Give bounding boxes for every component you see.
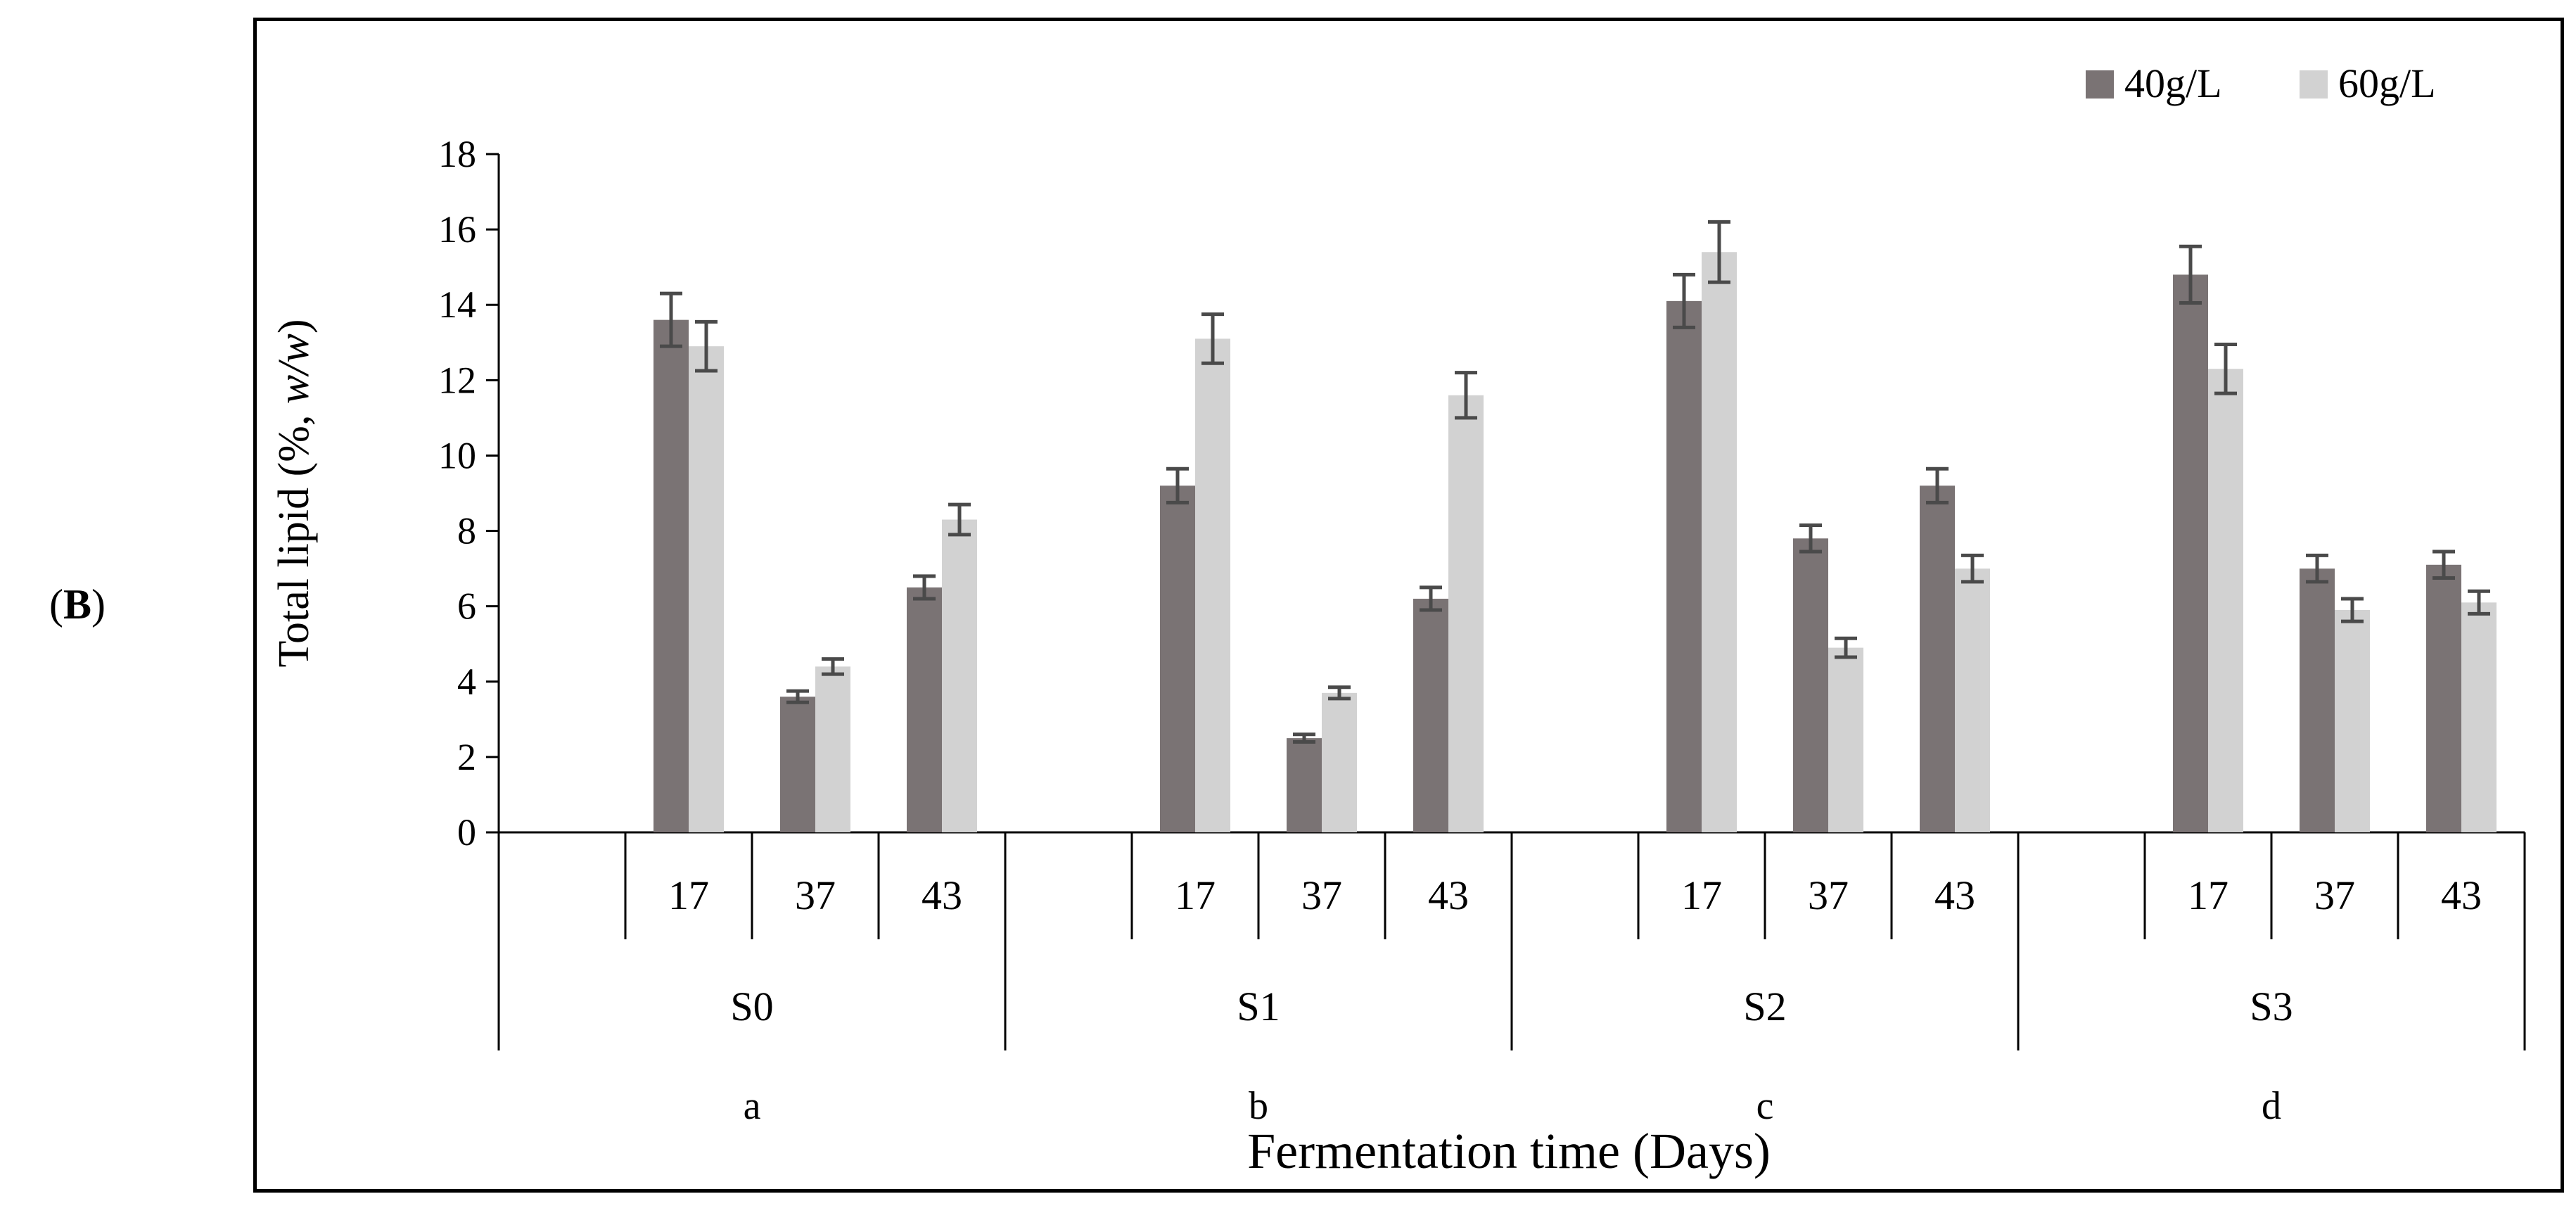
day-tick-label: 43 bbox=[922, 872, 962, 918]
panel-label: (B) bbox=[49, 581, 106, 628]
legend-label: 60g/L bbox=[2338, 61, 2436, 106]
bar-40gL bbox=[1666, 300, 1702, 832]
bar-40gL bbox=[2300, 569, 2335, 832]
bars-layer bbox=[653, 252, 2497, 833]
day-tick-label: 37 bbox=[795, 872, 836, 918]
group-label: S0 bbox=[730, 984, 773, 1029]
error-bars-layer bbox=[660, 220, 2490, 744]
y-axis-title-part: w/w bbox=[270, 334, 318, 404]
bar-60gL bbox=[1702, 252, 1737, 832]
text-layer: 0 2 4 6 8 10 12 14 16 18 Total lipid (%, w/w) 17 37 4… bbox=[270, 61, 2482, 1179]
y-axis-title-part: Total lipid (%, bbox=[270, 404, 318, 667]
group-label: S3 bbox=[2250, 984, 2293, 1029]
legend-swatch-0 bbox=[2086, 70, 2114, 99]
group-letter: b bbox=[1249, 1084, 1268, 1128]
bar-40gL bbox=[653, 319, 689, 833]
y-tick-label: 0 bbox=[457, 811, 476, 853]
day-tick-label: 17 bbox=[2188, 872, 2229, 918]
bar-60gL bbox=[2335, 610, 2370, 832]
y-tick-label: 14 bbox=[438, 284, 476, 326]
bar-60gL bbox=[1322, 692, 1357, 832]
bar-40gL bbox=[1287, 738, 1322, 832]
bar-60gL bbox=[2208, 369, 2243, 832]
day-tick-label: 43 bbox=[1934, 872, 1975, 918]
bar-40gL bbox=[2173, 274, 2208, 832]
day-tick-label: 17 bbox=[1681, 872, 1722, 918]
bar-60gL bbox=[1828, 647, 1863, 832]
group-letter: d bbox=[2262, 1084, 2281, 1128]
group-letter: a bbox=[744, 1084, 761, 1128]
bar-60gL bbox=[1955, 569, 1990, 832]
bar-40gL bbox=[1920, 485, 1955, 832]
bar-60gL bbox=[2461, 602, 2497, 832]
bar-40gL bbox=[1160, 485, 1195, 832]
y-tick-label: 16 bbox=[438, 208, 476, 250]
bar-60gL bbox=[942, 519, 977, 832]
bar-60gL bbox=[689, 346, 724, 833]
bar-40gL bbox=[2426, 564, 2461, 832]
bar-60gL bbox=[1448, 395, 1484, 832]
y-axis-title: Total lipid (%, w/w) bbox=[270, 319, 318, 667]
y-tick-label: 10 bbox=[438, 434, 476, 476]
y-tick-label: 2 bbox=[457, 736, 476, 778]
legend-label: 40g/L bbox=[2124, 61, 2222, 106]
bar-40gL bbox=[780, 697, 815, 832]
y-tick-label: 6 bbox=[457, 585, 476, 628]
x-axis-title: Fermentation time (Days) bbox=[1247, 1123, 1771, 1179]
bar-60gL bbox=[815, 666, 850, 832]
group-letter: c bbox=[1756, 1084, 1774, 1128]
day-tick-label: 43 bbox=[1428, 872, 1469, 918]
day-tick-label: 17 bbox=[668, 872, 709, 918]
group-label: S2 bbox=[1743, 984, 1786, 1029]
chart-frame: 0 2 4 6 8 10 12 14 16 18 Total lipid (%, w/w) 17 37 4… bbox=[253, 18, 2564, 1193]
y-tick-label: 4 bbox=[457, 661, 476, 703]
day-tick-label: 37 bbox=[1301, 872, 1342, 918]
bar-40gL bbox=[1793, 538, 1828, 832]
day-tick-label: 37 bbox=[1808, 872, 1849, 918]
bar-40gL bbox=[1413, 598, 1448, 832]
y-tick-label: 12 bbox=[438, 359, 476, 401]
group-label: S1 bbox=[1237, 984, 1280, 1029]
bar-40gL bbox=[907, 587, 942, 832]
y-tick-label: 8 bbox=[457, 510, 476, 552]
bar-chart: 0 2 4 6 8 10 12 14 16 18 Total lipid (%, w/w) 17 37 4… bbox=[270, 61, 2526, 1179]
day-tick-label: 43 bbox=[2441, 872, 2482, 918]
y-axis-title-part: ) bbox=[270, 319, 318, 334]
legend-swatch-1 bbox=[2300, 70, 2328, 99]
day-tick-label: 37 bbox=[2314, 872, 2355, 918]
bar-60gL bbox=[1195, 338, 1230, 832]
y-tick-label: 18 bbox=[438, 133, 476, 175]
day-tick-label: 17 bbox=[1175, 872, 1216, 918]
